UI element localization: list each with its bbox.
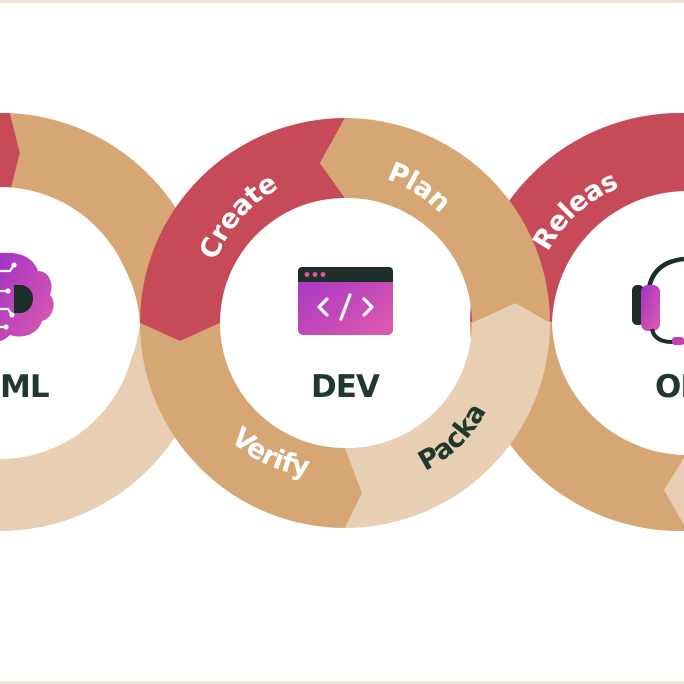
dev-ring-package-segment [345, 303, 550, 528]
brain-circuit-icon [0, 252, 54, 341]
dev-ring-verify-segment [140, 323, 362, 528]
dev-ring-plan-segment [320, 118, 550, 323]
dev-ring-create-segment [140, 118, 345, 341]
dev-ring [140, 118, 550, 528]
ml-ring-red-segment [0, 113, 20, 198]
ops-ring-light-notch [664, 458, 684, 525]
headset-icon [632, 256, 684, 345]
devops-mlops-diagram: Create Plan Release Verify Package ML DE… [0, 3, 684, 532]
label-dev: DEV [311, 369, 380, 405]
code-window-icon [298, 267, 393, 335]
label-ml: ML [0, 369, 49, 405]
label-ops: OPS [655, 369, 684, 405]
